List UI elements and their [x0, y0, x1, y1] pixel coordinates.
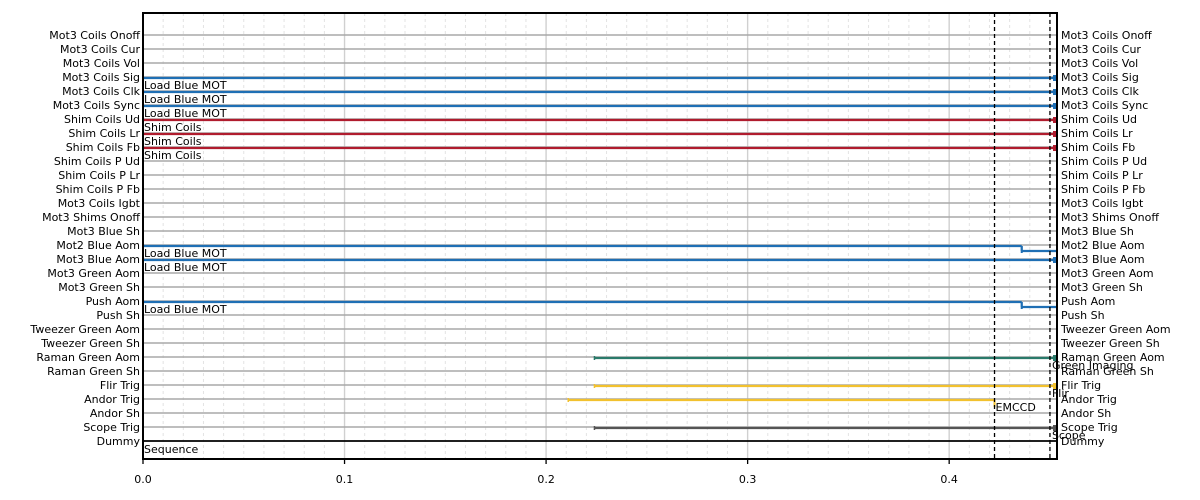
channel-label-left: Raman Green Aom	[36, 351, 140, 364]
event-annotation: Load Blue MOT	[144, 93, 227, 106]
channel-label-right: Mot3 Blue Sh	[1061, 225, 1134, 238]
channel-label-left: Andor Sh	[90, 407, 140, 420]
vline-layer	[993, 13, 1051, 459]
channel-label-left: Mot3 Green Sh	[58, 281, 140, 294]
channel-label-right: Mot3 Coils Sync	[1061, 99, 1148, 112]
x-tick-label: 0.3	[739, 473, 757, 486]
event-annotation: Load Blue MOT	[144, 247, 227, 260]
segment-end-marker	[1053, 75, 1057, 81]
channel-label-right: Raman Green Aom	[1061, 351, 1165, 364]
channel-label-right: Push Sh	[1061, 309, 1105, 322]
channel-label-right: Dummy	[1061, 435, 1105, 448]
channel-label-right: Andor Sh	[1061, 407, 1111, 420]
channel-label-left: Mot3 Blue Sh	[67, 225, 140, 238]
event-annotation: Shim Coils	[144, 135, 202, 148]
channel-label-left: Andor Trig	[84, 393, 140, 406]
channel-label-right: Tweezer Green Aom	[1060, 323, 1171, 336]
channel-label-right: Mot3 Coils Igbt	[1061, 197, 1144, 210]
event-annotation: Green Imaging	[1052, 359, 1134, 372]
segment-end-marker	[1053, 117, 1057, 123]
channel-label-right: Push Aom	[1061, 295, 1115, 308]
channel-label-left: Mot3 Coils Onoff	[49, 29, 140, 42]
channel-label-right: Andor Trig	[1061, 393, 1117, 406]
channel-label-left: Shim Coils P Lr	[58, 169, 140, 182]
segment-end-marker	[1053, 257, 1057, 263]
segment-end-marker	[1053, 383, 1057, 389]
channel-label-right: Raman Green Sh	[1061, 365, 1154, 378]
channel-label-left: Mot3 Shims Onoff	[42, 211, 140, 224]
channel-label-right: Mot3 Shims Onoff	[1061, 211, 1159, 224]
channel-label-left: Mot3 Coils Cur	[60, 43, 140, 56]
segment-end-marker	[1053, 89, 1057, 95]
x-tick-label: 0.2	[537, 473, 555, 486]
channel-label-left: Push Sh	[96, 309, 140, 322]
channel-label-left: Mot3 Coils Sig	[62, 71, 140, 84]
channel-label-left: Dummy	[97, 435, 141, 448]
channel-label-right: Shim Coils Ud	[1061, 113, 1137, 126]
event-annotation: Load Blue MOT	[144, 107, 227, 120]
channel-label-right: Flir Trig	[1061, 379, 1101, 392]
channel-label-right: Mot3 Blue Aom	[1061, 253, 1145, 266]
channel-label-right: Scope Trig	[1061, 421, 1118, 434]
channel-label-right: Mot3 Coils Cur	[1061, 43, 1141, 56]
channel-label-right: Shim Coils P Fb	[1061, 183, 1145, 196]
channel-label-right: Mot3 Coils Vol	[1061, 57, 1138, 70]
event-annotation: Load Blue MOT	[144, 303, 227, 316]
segment-end-marker	[1053, 145, 1057, 151]
channel-label-right: Mot3 Coils Onoff	[1061, 29, 1152, 42]
event-annotation: Flir	[1052, 387, 1069, 400]
channel-label-left: Mot3 Coils Igbt	[58, 197, 141, 210]
event-annotation: Load Blue MOT	[144, 261, 227, 274]
channel-label-left: Flir Trig	[100, 379, 140, 392]
channel-label-left: Mot3 Green Aom	[47, 267, 140, 280]
grid-layer	[142, 13, 1051, 459]
channel-label-right: Tweezer Green Sh	[1060, 337, 1160, 350]
x-tick-label: 0.1	[336, 473, 354, 486]
channel-label-left: Mot3 Blue Aom	[56, 253, 140, 266]
channel-label-left: Shim Coils Fb	[66, 141, 140, 154]
x-tick-label: 0.0	[134, 473, 152, 486]
tick-layer: 0.0 0.1 0.2 0.3 0.4	[134, 459, 958, 486]
channel-label-left: Tweezer Green Aom	[29, 323, 140, 336]
channel-label-right: Mot3 Green Aom	[1061, 267, 1154, 280]
channel-label-right: Mot3 Green Sh	[1061, 281, 1143, 294]
segment-end-marker	[1053, 425, 1057, 431]
channel-label-left: Shim Coils P Ud	[54, 155, 140, 168]
channel-label-right: Shim Coils Lr	[1061, 127, 1133, 140]
plot-frame	[142, 12, 1058, 460]
channel-label-right: Shim Coils P Ud	[1061, 155, 1147, 168]
channel-label-left: Tweezer Green Sh	[40, 337, 140, 350]
segment-end-marker	[1053, 103, 1057, 109]
event-annotation: EMCCD	[996, 401, 1036, 414]
channel-label-right: Mot2 Blue Aom	[1061, 239, 1145, 252]
channel-label-left: Shim Coils Lr	[68, 127, 140, 140]
segment-layer	[143, 75, 1057, 431]
channel-label-right: Mot3 Coils Sig	[1061, 71, 1139, 84]
segment-end-marker	[1053, 355, 1057, 361]
segment-end-marker	[1053, 131, 1057, 137]
channel-label-left: Shim Coils Ud	[64, 113, 140, 126]
event-annotation: Shim Coils	[144, 149, 202, 162]
baseline-layer	[143, 34, 1057, 442]
event-annotation: Shim Coils	[144, 121, 202, 134]
channel-label-left: Mot3 Coils Sync	[53, 99, 140, 112]
x-tick-label: 0.4	[940, 473, 958, 486]
channel-label-right: Mot3 Coils Clk	[1061, 85, 1140, 98]
channel-label-left: Scope Trig	[83, 421, 140, 434]
channel-label-left: Raman Green Sh	[47, 365, 140, 378]
channel-label-left: Shim Coils P Fb	[56, 183, 140, 196]
channel-label-left: Mot2 Blue Aom	[56, 239, 140, 252]
event-annotation: Load Blue MOT	[144, 79, 227, 92]
channel-label-left: Mot3 Coils Vol	[63, 57, 140, 70]
event-annotation: Scope	[1052, 429, 1086, 442]
channel-label-left: Mot3 Coils Clk	[62, 85, 141, 98]
event-annotation: Sequence	[144, 443, 198, 456]
channel-label-left: Push Aom	[86, 295, 140, 308]
channel-label-right: Shim Coils Fb	[1061, 141, 1135, 154]
channel-label-right: Shim Coils P Lr	[1061, 169, 1143, 182]
